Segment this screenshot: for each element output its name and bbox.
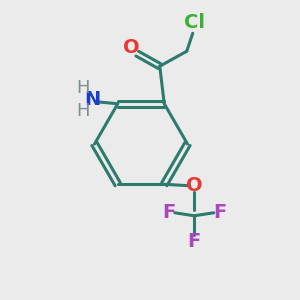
Text: O: O xyxy=(123,38,140,57)
Text: O: O xyxy=(186,176,202,195)
Text: H: H xyxy=(76,102,90,120)
Text: H: H xyxy=(76,79,90,97)
Text: N: N xyxy=(84,90,101,109)
Text: Cl: Cl xyxy=(184,13,205,32)
Text: F: F xyxy=(213,203,226,222)
Text: F: F xyxy=(188,232,201,251)
Text: F: F xyxy=(162,203,175,222)
